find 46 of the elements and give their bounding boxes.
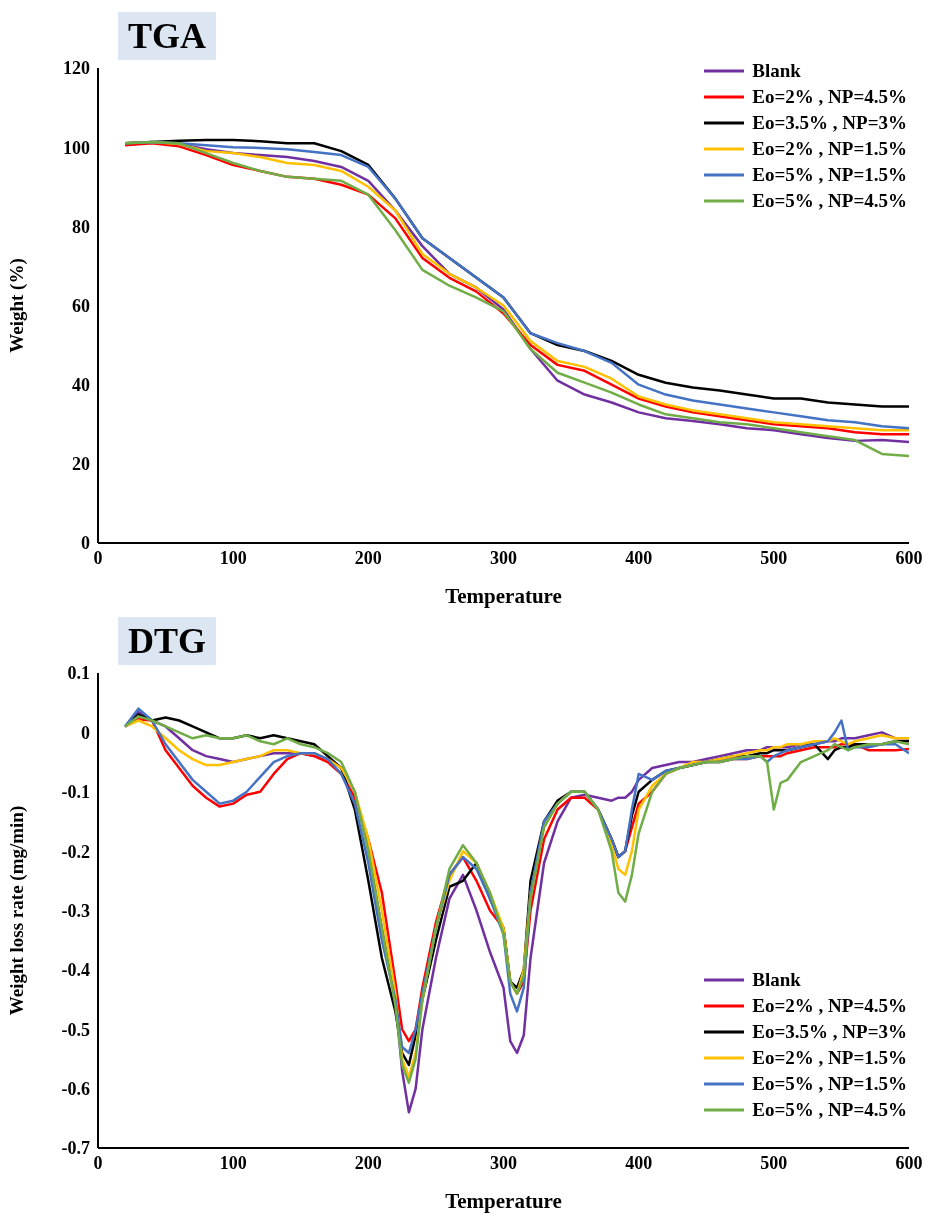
legend-label: Eo=5% , NP=1.5%	[752, 1073, 907, 1095]
chart-title: TGA	[118, 12, 217, 60]
y-tick-label: 0	[81, 722, 90, 743]
x-tick-label: 200	[354, 1152, 382, 1173]
chart-title: DTG	[118, 617, 217, 665]
legend-label: Eo=2% , NP=1.5%	[752, 1047, 907, 1069]
legend-label: Eo=5% , NP=4.5%	[752, 190, 907, 212]
x-tick-label: 300	[490, 1152, 517, 1173]
x-tick-label: 100	[219, 1152, 247, 1173]
y-tick-label: 0.1	[67, 663, 90, 684]
x-tick-label: 500	[760, 1152, 788, 1173]
legend-label: Eo=2% , NP=4.5%	[752, 995, 907, 1017]
y-tick-label: -0.3	[61, 900, 90, 921]
legend-label: Blank	[752, 60, 801, 82]
y-tick-label: 100	[63, 137, 90, 158]
y-axis-title: Weight (%)	[5, 258, 28, 353]
y-tick-label: -0.5	[61, 1019, 90, 1040]
legend-label: Eo=3.5% , NP=3%	[752, 112, 907, 134]
y-tick-label: 0	[81, 533, 90, 554]
y-tick-label: 40	[72, 375, 90, 396]
y-tick-label: -0.2	[61, 841, 90, 862]
y-tick-label: -0.7	[61, 1138, 90, 1159]
x-axis-title: Temperature	[445, 584, 562, 608]
y-tick-label: -0.1	[61, 782, 90, 803]
legend-label: Eo=2% , NP=4.5%	[752, 86, 907, 108]
y-tick-label: -0.4	[61, 960, 90, 981]
legend-label: Eo=3.5% , NP=3%	[752, 1021, 907, 1043]
y-tick-label: 120	[63, 58, 90, 79]
x-tick-label: 100	[219, 547, 247, 568]
x-axis-title: Temperature	[445, 1189, 562, 1213]
legend-label: Eo=5% , NP=4.5%	[752, 1099, 907, 1121]
x-tick-label: 400	[625, 1152, 653, 1173]
x-tick-label: 300	[490, 547, 517, 568]
y-tick-label: 20	[72, 454, 90, 475]
y-tick-label: -0.6	[61, 1079, 90, 1100]
x-tick-label: 200	[354, 547, 382, 568]
y-tick-label: 60	[72, 295, 90, 316]
legend-label: Eo=5% , NP=1.5%	[752, 164, 907, 186]
y-tick-label: 80	[72, 216, 90, 237]
legend-label: Eo=2% , NP=1.5%	[752, 138, 907, 160]
x-tick-label: 400	[625, 547, 653, 568]
legend-label: Blank	[752, 969, 801, 991]
x-tick-label: 600	[895, 1152, 923, 1173]
y-axis-title: Weight loss rate (mg/min)	[5, 805, 28, 1016]
x-tick-label: 600	[895, 547, 923, 568]
x-tick-label: 500	[760, 547, 788, 568]
